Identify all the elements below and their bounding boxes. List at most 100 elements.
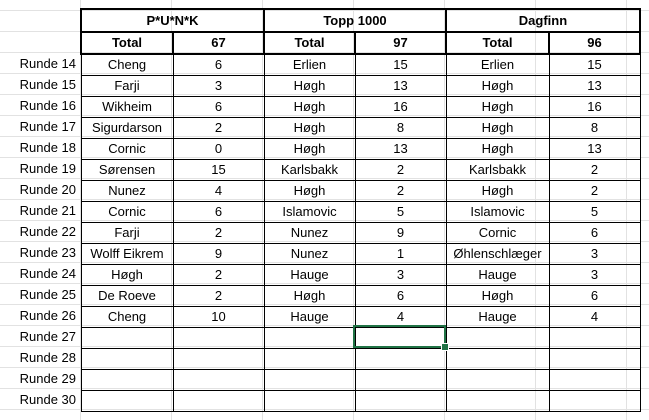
player-cell[interactable]: Øhlenschlæger [445,243,550,265]
player-cell[interactable] [445,390,550,412]
player-cell[interactable]: Cheng [80,53,174,76]
player-cell[interactable] [445,369,550,391]
row-label[interactable]: Runde 21 [19,203,76,218]
player-cell[interactable]: Farji [80,75,174,97]
row-label[interactable]: Runde 17 [19,119,76,134]
score-cell[interactable] [354,369,447,391]
score-cell[interactable]: 10 [172,306,265,328]
score-cell[interactable]: 8 [548,117,641,139]
score-cell[interactable]: 15 [354,53,447,76]
player-cell[interactable]: Hauge [445,306,550,328]
row-label[interactable]: Runde 15 [19,77,76,92]
row-label[interactable]: Runde 28 [19,350,76,365]
score-cell[interactable] [548,348,641,370]
score-cell[interactable]: 6 [172,201,265,223]
player-cell[interactable]: Islamovic [263,201,356,223]
player-cell[interactable]: Erlien [445,53,550,76]
score-cell[interactable]: 3 [548,243,641,265]
player-cell[interactable]: Høgh [445,285,550,307]
row-label[interactable]: Runde 26 [19,308,76,323]
player-cell[interactable]: Sigurdarson [80,117,174,139]
player-cell[interactable]: Islamovic [445,201,550,223]
score-cell[interactable]: 3 [172,75,265,97]
score-cell[interactable]: 15 [548,53,641,76]
player-cell[interactable] [263,390,356,412]
score-cell[interactable]: 4 [172,180,265,202]
total-value[interactable]: 97 [354,31,447,55]
player-cell[interactable]: Erlien [263,53,356,76]
player-cell[interactable] [80,390,174,412]
score-cell[interactable] [172,327,265,349]
score-cell[interactable]: 8 [354,117,447,139]
player-cell[interactable] [263,348,356,370]
player-cell[interactable]: Wolff Eikrem [80,243,174,265]
player-cell[interactable]: Høgh [263,117,356,139]
score-cell[interactable]: 2 [172,222,265,244]
score-cell[interactable]: 1 [354,243,447,265]
row-label[interactable]: Runde 18 [19,140,76,155]
row-label[interactable]: Runde 16 [19,98,76,113]
total-value[interactable]: 96 [548,31,641,55]
score-cell[interactable]: 15 [172,159,265,181]
player-cell[interactable]: Høgh [445,96,550,118]
row-label[interactable]: Runde 24 [19,266,76,281]
total-value[interactable]: 67 [172,31,265,55]
score-cell[interactable]: 3 [354,264,447,286]
row-label[interactable]: Runde 23 [19,245,76,260]
player-cell[interactable]: Cheng [80,306,174,328]
player-cell[interactable]: Nunez [80,180,174,202]
player-cell[interactable] [80,348,174,370]
player-cell[interactable]: Høgh [263,75,356,97]
score-cell[interactable]: 16 [548,96,641,118]
score-cell[interactable] [354,348,447,370]
score-cell[interactable]: 5 [548,201,641,223]
player-cell[interactable]: Karlsbakk [445,159,550,181]
score-cell[interactable]: 6 [548,222,641,244]
player-cell[interactable]: Høgh [263,180,356,202]
score-cell[interactable] [354,327,447,349]
player-cell[interactable]: Karlsbakk [263,159,356,181]
row-label[interactable]: Runde 27 [19,329,76,344]
player-cell[interactable] [445,348,550,370]
score-cell[interactable]: 2 [172,264,265,286]
player-cell[interactable]: Høgh [445,75,550,97]
score-cell[interactable]: 6 [172,53,265,76]
score-cell[interactable]: 13 [354,75,447,97]
score-cell[interactable] [172,369,265,391]
player-cell[interactable]: Farji [80,222,174,244]
score-cell[interactable]: 5 [354,201,447,223]
score-cell[interactable]: 6 [354,285,447,307]
row-label[interactable]: Runde 14 [19,56,76,71]
score-cell[interactable] [548,369,641,391]
row-label[interactable]: Runde 19 [19,161,76,176]
row-label[interactable]: Runde 25 [19,287,76,302]
score-cell[interactable]: 9 [354,222,447,244]
player-cell[interactable] [80,327,174,349]
score-cell[interactable]: 2 [172,285,265,307]
team-name[interactable]: Dagfinn [445,8,641,33]
score-cell[interactable]: 16 [354,96,447,118]
player-cell[interactable]: Nunez [263,222,356,244]
player-cell[interactable]: Cornic [445,222,550,244]
player-cell[interactable]: Høgh [263,138,356,160]
score-cell[interactable]: 4 [548,306,641,328]
row-label[interactable]: Runde 29 [19,371,76,386]
row-label[interactable]: Runde 22 [19,224,76,239]
score-cell[interactable]: 0 [172,138,265,160]
player-cell[interactable]: Høgh [263,285,356,307]
total-label[interactable]: Total [263,31,356,55]
player-cell[interactable]: Hauge [263,264,356,286]
team-name[interactable]: Topp 1000 [263,8,447,33]
player-cell[interactable]: Hauge [263,306,356,328]
score-cell[interactable]: 6 [172,96,265,118]
player-cell[interactable] [445,327,550,349]
player-cell[interactable] [80,369,174,391]
score-cell[interactable]: 13 [548,138,641,160]
score-cell[interactable]: 2 [548,180,641,202]
player-cell[interactable]: Hauge [445,264,550,286]
player-cell[interactable]: Cornic [80,138,174,160]
score-cell[interactable]: 2 [354,180,447,202]
score-cell[interactable]: 4 [354,306,447,328]
score-cell[interactable]: 13 [548,75,641,97]
player-cell[interactable]: Høgh [445,180,550,202]
